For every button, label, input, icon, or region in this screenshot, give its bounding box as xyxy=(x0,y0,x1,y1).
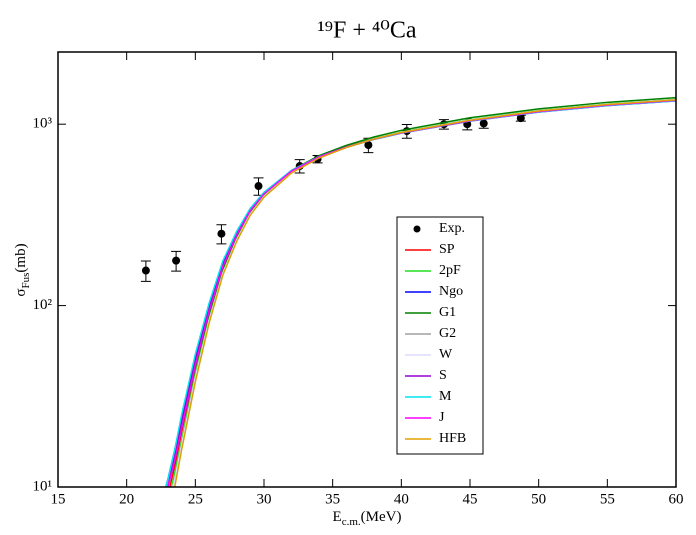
chart-title: ¹⁹F + ⁴⁰Ca xyxy=(317,18,416,44)
legend-box xyxy=(396,216,484,455)
x-tick-label: 50 xyxy=(531,491,546,507)
x-tick-label: 30 xyxy=(257,491,272,507)
legend-label: Ngo xyxy=(439,284,463,299)
legend-label: Exp. xyxy=(439,221,465,236)
x-tick-label: 55 xyxy=(600,491,615,507)
y-label-unit: (mb) xyxy=(13,243,29,272)
curve xyxy=(173,99,676,487)
legend-marker xyxy=(413,225,421,233)
data-point xyxy=(217,229,226,238)
legend-label: S xyxy=(439,368,447,383)
data-point xyxy=(364,141,373,150)
data-point xyxy=(479,119,488,128)
x-tick-label: 25 xyxy=(188,491,203,507)
x-tick-label: 60 xyxy=(669,491,684,507)
x-axis-label: Ec.m.(MeV) xyxy=(333,509,402,527)
y-label-sub: Fus xyxy=(20,273,32,289)
legend-label: HFB xyxy=(439,431,466,446)
data-point xyxy=(141,266,150,275)
x-tick-label: 15 xyxy=(51,491,66,507)
x-tick-label: 20 xyxy=(119,491,134,507)
legend-label: M xyxy=(439,389,452,404)
y-label-main: σ xyxy=(13,288,29,296)
x-label-unit: (MeV) xyxy=(361,509,402,525)
legend-label: 2pF xyxy=(439,263,461,278)
legend-label: SP xyxy=(439,242,455,257)
x-label-main: E xyxy=(333,509,342,525)
y-tick-label: 10³ xyxy=(33,116,53,132)
legend-label: W xyxy=(439,347,453,362)
y-tick-label: 10² xyxy=(33,297,53,313)
x-tick-label: 35 xyxy=(325,491,340,507)
x-tick-label: 45 xyxy=(463,491,478,507)
y-tick-label: 10¹ xyxy=(33,478,53,494)
x-tick-label: 40 xyxy=(394,491,409,507)
plot-area xyxy=(140,96,676,487)
legend-label: J xyxy=(439,410,445,425)
plot-frame xyxy=(57,51,677,488)
x-label-sub: c.m. xyxy=(342,516,361,528)
legend-label: G2 xyxy=(439,326,456,341)
data-point xyxy=(516,114,525,123)
data-point xyxy=(254,182,263,191)
legend-label: G1 xyxy=(439,305,456,320)
y-axis-label: σFus(mb) xyxy=(13,243,31,296)
data-point xyxy=(172,256,181,265)
